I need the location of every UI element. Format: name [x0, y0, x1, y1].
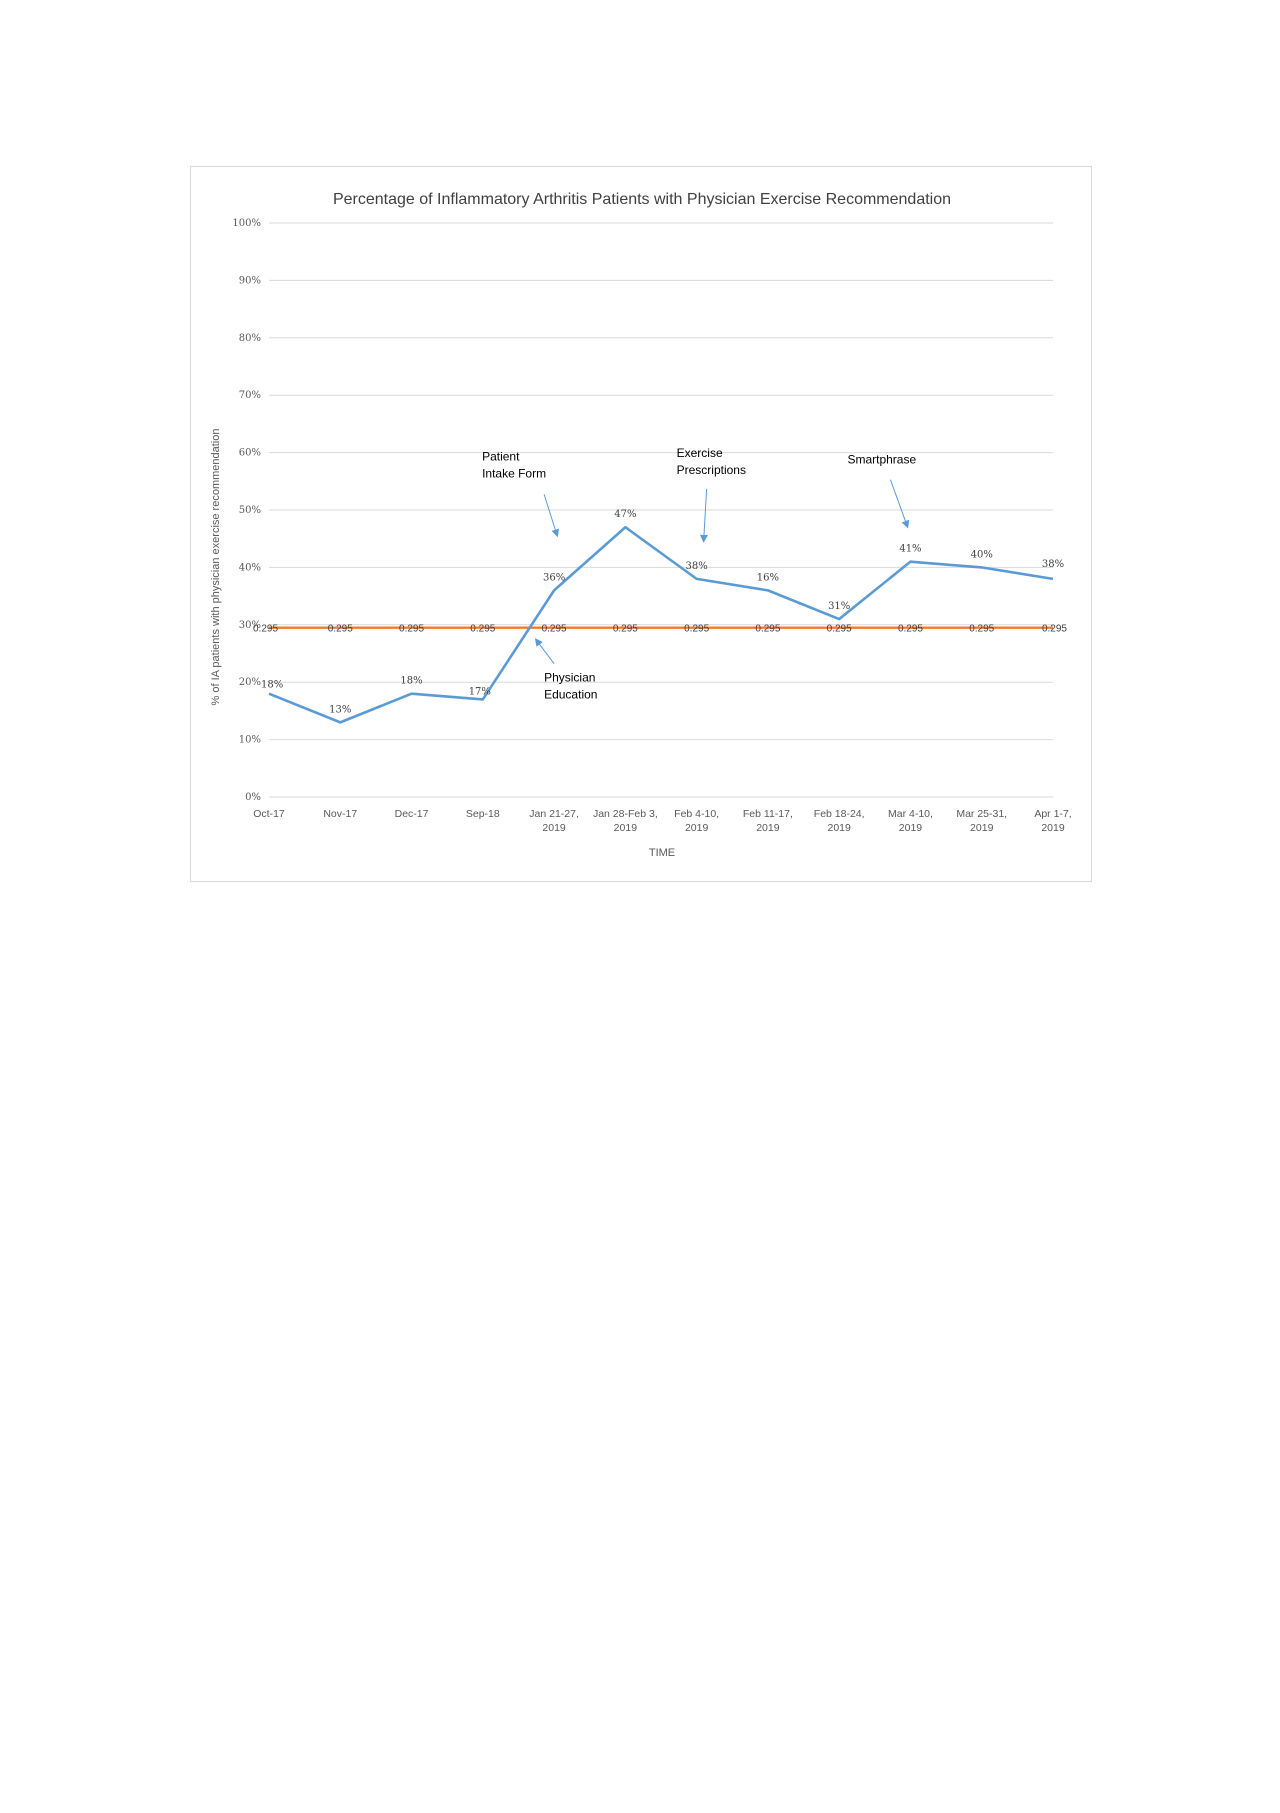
annotation-arrow: [889, 479, 910, 529]
data-label: 18%: [261, 680, 283, 691]
x-tick-label: Jan 28-Feb 3, 2019: [593, 808, 658, 834]
data-label: 38%: [686, 561, 708, 572]
y-tick-label: 10%: [239, 735, 261, 746]
y-tick-label: 80%: [239, 333, 261, 344]
annotation-arrow: [534, 638, 555, 664]
annotation-label: Exercise Prescriptions: [677, 446, 746, 477]
baseline-label: 0.295: [1042, 624, 1067, 635]
series-line-percent: [268, 525, 1054, 724]
x-tick-label: Sep-18: [466, 808, 500, 820]
x-tick-label: Mar 4-10, 2019: [888, 808, 933, 834]
baseline-label: 0.295: [684, 624, 709, 635]
y-tick-label: 20%: [239, 677, 261, 688]
x-tick-label: Oct-17: [253, 808, 285, 820]
data-label: 17%: [469, 686, 491, 697]
chart-title: Percentage of Inflammatory Arthritis Pat…: [333, 191, 951, 208]
data-labels: 18% 13% 18% 17% 36% 47% 38% 16% 31% 41% 40% 38% 0.29…: [253, 509, 1067, 715]
series-lines: [268, 525, 1054, 724]
y-tick-label: 40%: [239, 562, 261, 573]
x-tick-label: Nov-17: [323, 808, 357, 820]
annotation-label: Physician Education: [544, 671, 597, 702]
data-label: 47%: [614, 509, 636, 520]
baseline-label: 0.295: [399, 624, 424, 635]
baseline-label: 0.295: [898, 624, 923, 635]
data-label: 18%: [400, 676, 422, 687]
y-tick-label: 30%: [239, 620, 261, 631]
data-label: 36%: [543, 572, 565, 583]
x-tick-label: Feb 18-24, 2019: [814, 808, 865, 834]
x-tick-label: Mar 25-31, 2019: [956, 808, 1007, 834]
y-axis-ticks: 0% 10% 20% 30% 40% 50% 60% 70% 80% 90% 100%: [232, 218, 261, 803]
y-tick-label: 70%: [239, 390, 261, 401]
x-tick-label: Jan 21-27, 2019: [529, 808, 579, 834]
baseline-label: 0.295: [969, 624, 994, 635]
y-tick-label: 60%: [239, 448, 261, 459]
y-tick-label: 0%: [245, 792, 261, 803]
data-label: 16%: [757, 572, 779, 583]
baseline-label: 0.295: [470, 624, 495, 635]
x-tick-label: Dec-17: [395, 808, 429, 820]
data-label: 13%: [329, 704, 351, 715]
gridlines: [269, 222, 1053, 798]
x-tick-label: Apr 1-7, 2019: [1034, 808, 1071, 834]
annotation-label: Smartphrase: [847, 453, 916, 467]
annotation-label: Patient Intake Form: [482, 449, 546, 480]
x-tick-label: Feb 11-17, 2019: [743, 808, 793, 834]
annotation-arrow: [543, 494, 560, 538]
y-tick-label: 50%: [239, 505, 261, 516]
baseline-label: 0.295: [542, 624, 567, 635]
data-label: 40%: [971, 549, 993, 560]
annotation-arrow: [699, 488, 708, 543]
data-label: 31%: [828, 601, 850, 612]
baseline-label: 0.295: [755, 624, 780, 635]
baseline-label: 0.295: [827, 624, 852, 635]
baseline-label: 0.295: [253, 624, 278, 635]
annotations: Patient Intake Form Physician Education Exer…: [482, 446, 916, 702]
x-tick-label: Feb 4-10, 2019: [674, 808, 719, 834]
chart-frame: Percentage of Inflammatory Arthritis Pat…: [190, 166, 1092, 882]
data-label: 41%: [899, 544, 921, 555]
baseline-label: 0.295: [613, 624, 638, 635]
y-axis-title: % of IA patients with physician exercise…: [210, 429, 222, 706]
y-tick-label: 90%: [239, 275, 261, 286]
line-chart: Percentage of Inflammatory Arthritis Pat…: [210, 191, 1072, 859]
y-tick-label: 100%: [232, 218, 261, 229]
baseline-label: 0.295: [328, 624, 353, 635]
x-axis-ticks: Oct-17 Nov-17 Dec-17 Sep-18 Jan 21-27, 2019 Ja…: [253, 808, 1071, 834]
data-label: 38%: [1042, 559, 1064, 570]
x-axis-title: TIME: [649, 847, 675, 859]
